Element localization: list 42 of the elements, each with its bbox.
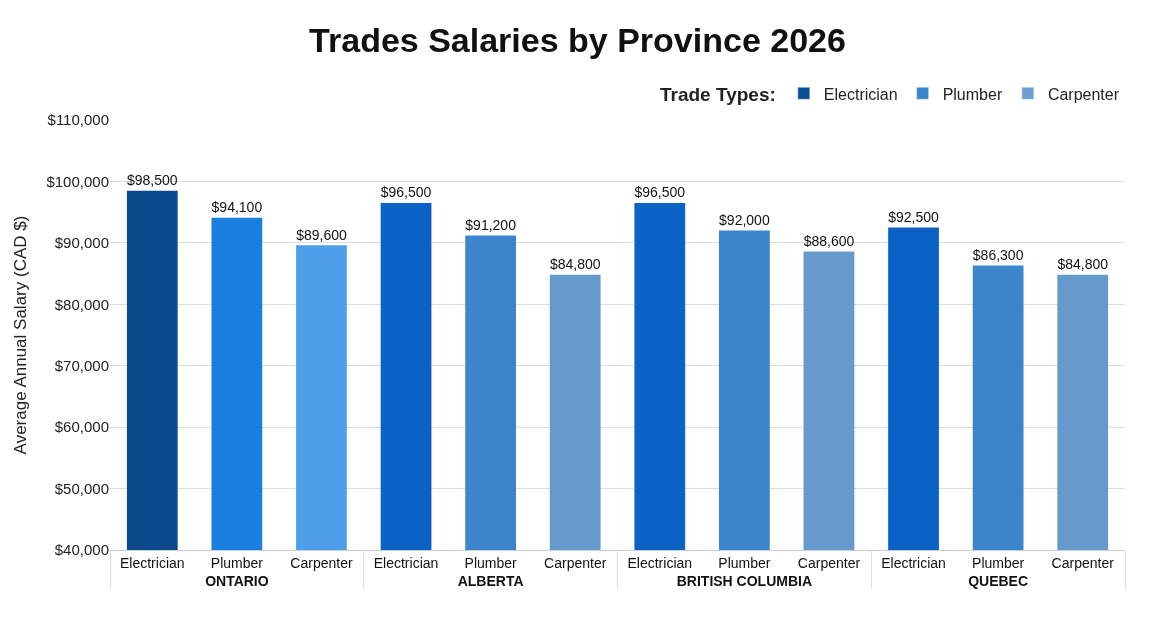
legend-label: Carpenter bbox=[1047, 85, 1120, 103]
y-tick-label: $80,000 bbox=[54, 295, 109, 313]
y-tick-label: $110,000 bbox=[47, 111, 109, 129]
y-tick-label: $50,000 bbox=[54, 479, 109, 497]
data-label: $86,300 bbox=[972, 246, 1024, 263]
text: Carpenter bbox=[797, 554, 861, 571]
text: Carpenter bbox=[1051, 554, 1114, 571]
text: Carpenter bbox=[544, 554, 607, 571]
chart-title: Trades Salaries by Province 2026 bbox=[309, 21, 846, 60]
y-tick-label: $60,000 bbox=[54, 418, 109, 436]
y-tick-label: $40,000 bbox=[54, 541, 109, 559]
data-label: $89,600 bbox=[296, 226, 347, 243]
legend-label: Electrician bbox=[823, 85, 898, 103]
legend-label: Plumber bbox=[942, 85, 1003, 103]
data-label: $94,100 bbox=[211, 198, 263, 215]
y-axis-title: Average Annual Salary (CAD $) bbox=[10, 215, 30, 455]
data-label: $92,000 bbox=[719, 211, 770, 228]
x-tick-label: ONTARIO bbox=[205, 572, 269, 589]
data-label: $96,500 bbox=[380, 184, 432, 201]
text: Electrician bbox=[373, 554, 439, 571]
data-label: $92,500 bbox=[888, 208, 940, 225]
data-label: $84,800 bbox=[1057, 255, 1109, 272]
x-tick-label: BRITISH COLUMBIA bbox=[676, 572, 813, 589]
data-label: $91,200 bbox=[465, 216, 517, 233]
text: Plumber bbox=[464, 554, 517, 571]
text: Electrician bbox=[881, 554, 946, 571]
y-tick-label: $70,000 bbox=[54, 356, 109, 374]
x-tick-label: QUEBEC bbox=[968, 572, 1029, 589]
text: Plumber bbox=[718, 554, 771, 571]
text: Plumber bbox=[972, 554, 1025, 571]
text: Electrician bbox=[627, 554, 693, 571]
data-label: $96,500 bbox=[634, 184, 686, 201]
y-tick-label: $100,000 bbox=[46, 172, 109, 190]
x-tick-label: ALBERTA bbox=[457, 572, 524, 589]
data-label: $88,600 bbox=[803, 232, 855, 249]
text: Carpenter bbox=[290, 554, 353, 571]
data-label: $98,500 bbox=[126, 171, 178, 188]
text: Electrician bbox=[119, 554, 185, 571]
text: Plumber bbox=[210, 554, 263, 571]
data-label: $84,800 bbox=[549, 255, 601, 272]
y-tick-label: $90,000 bbox=[54, 234, 109, 252]
legend-title: Trade Types: bbox=[660, 84, 776, 106]
